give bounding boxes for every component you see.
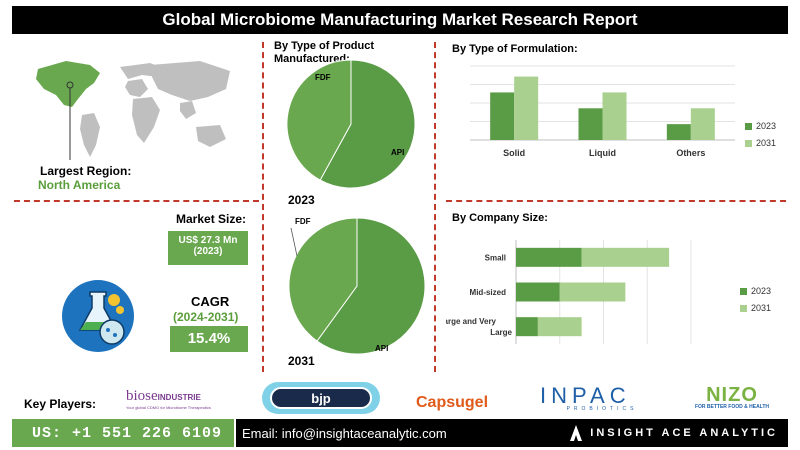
product-type-title: By Type of Product Manufactured: <box>274 40 375 65</box>
y-tick-label: Small <box>485 253 506 262</box>
formulation-legend: 2023 2031 <box>745 121 776 148</box>
logo-biose: biose INDUSTRIE Your global CDMO for Mic… <box>126 388 246 410</box>
brand-logo-icon <box>570 425 583 441</box>
bar-liquid-2023 <box>578 108 603 140</box>
nizo-name: NIZO <box>706 384 758 406</box>
largest-region-value: North America <box>38 178 121 192</box>
company-size-chart-title: By Company Size: <box>452 212 548 224</box>
cagr-period: (2024-2031) <box>173 310 239 324</box>
pie-chart-2031: API FDF <box>288 217 426 355</box>
pie-2023-year-label: 2023 <box>288 193 315 207</box>
pie-slice-api <box>319 59 416 189</box>
microbiome-icon <box>62 280 134 352</box>
biose-name: biose <box>126 388 158 404</box>
bjp-name: bjp <box>311 390 331 406</box>
bar-mid-sized-2023 <box>516 282 560 302</box>
legend-item-2031: 2031 <box>740 303 771 313</box>
market-size-label: Market Size: <box>176 212 247 226</box>
nizo-sub: FOR BETTER FOOD & HEALTH <box>694 404 770 410</box>
pie-label-fdf: FDF <box>295 217 311 226</box>
company-legend: 2023 2031 <box>740 286 771 313</box>
biose-tagline: Your global CDMO for Microbiome Therapeu… <box>126 405 211 410</box>
cagr-value: 15.4% <box>170 326 248 352</box>
pie-chart-2023: API FDF <box>286 59 416 189</box>
bar-solid-2031 <box>514 76 539 140</box>
logo-inpac: INPAC PROBIOTICS <box>540 383 664 413</box>
bar-large-and-very-large-2023 <box>516 317 538 337</box>
pie-label-fdf: FDF <box>315 73 331 82</box>
pie-slice-fdf <box>286 59 352 181</box>
pie-slice-api <box>316 217 426 355</box>
bar-others-2031 <box>690 108 715 140</box>
footer-email[interactable]: Email: info@insightaceanalytic.com <box>242 425 447 441</box>
market-size-box: US$ 27.3 Mn (2023) <box>168 231 248 265</box>
logo-bjp: bjp <box>262 382 380 414</box>
key-players-label: Key Players: <box>24 397 97 411</box>
bar-liquid-2031 <box>602 92 627 140</box>
footer-brand: INSIGHT ACE ANALYTIC <box>570 425 778 441</box>
pie-label-api: API <box>375 344 388 353</box>
brand-name: INSIGHT ACE ANALYTIC <box>590 427 778 439</box>
divider-vertical-right <box>434 42 436 372</box>
x-tick-label: Liquid <box>589 148 616 158</box>
bar-small-2031 <box>581 247 670 267</box>
pie-2031-year-label: 2031 <box>288 354 315 368</box>
legend-item-2023: 2023 <box>745 121 776 131</box>
pie-label-leader <box>290 227 298 257</box>
y-tick-label: Mid-sized <box>470 288 507 297</box>
legend-item-2023: 2023 <box>740 286 771 296</box>
footer-phone[interactable]: US: +1 551 226 6109 <box>12 419 234 447</box>
bar-large-and-very-large-2031 <box>537 317 582 337</box>
x-tick-label: Others <box>676 148 705 158</box>
divider-horizontal-left <box>14 200 259 202</box>
legend-item-2031: 2031 <box>745 138 776 148</box>
page-title: Global Microbiome Manufacturing Market R… <box>12 6 788 34</box>
pie-slice-fdf <box>288 217 358 342</box>
logo-nizo: NIZO FOR BETTER FOOD & HEALTH <box>694 384 770 410</box>
biose-suffix: INDUSTRIE <box>157 393 201 402</box>
inpac-name: INPAC <box>540 383 631 408</box>
bar-solid-2023 <box>490 92 515 140</box>
world-map <box>36 61 230 160</box>
bar-mid-sized-2031 <box>559 282 626 302</box>
cagr-label: CAGR <box>191 294 230 309</box>
inpac-sub: PROBIOTICS <box>566 406 638 412</box>
x-tick-label: Solid <box>503 148 525 158</box>
logo-capsugel: Capsugel <box>416 394 489 411</box>
market-size-year: (2023) <box>193 246 223 257</box>
pie-label-api: API <box>391 148 404 157</box>
bar-small-2023 <box>516 247 582 267</box>
formulation-bar-chart: Solid Liquid Others <box>470 65 735 158</box>
region-marker <box>66 81 74 89</box>
footer-bar: Email: info@insightaceanalytic.com INSIG… <box>236 419 788 447</box>
divider-horizontal-right <box>446 200 786 202</box>
market-size-value: US$ 27.3 Mn <box>178 235 238 246</box>
divider-vertical-left <box>262 42 264 372</box>
bar-others-2023 <box>666 124 691 140</box>
formulation-chart-title: By Type of Formulation: <box>452 43 578 55</box>
largest-region-label: Largest Region: <box>40 164 132 178</box>
